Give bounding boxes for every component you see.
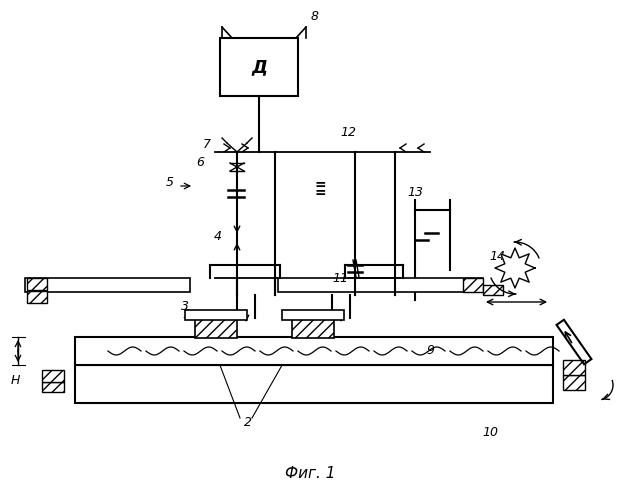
- Bar: [25, 278, 190, 292]
- Bar: [185, 310, 247, 320]
- Text: 9: 9: [426, 344, 434, 356]
- Bar: [463, 278, 483, 292]
- Text: Д: Д: [251, 58, 267, 76]
- Bar: [483, 285, 503, 295]
- Bar: [282, 310, 344, 320]
- Text: 4: 4: [214, 230, 222, 242]
- Text: 3: 3: [181, 300, 189, 314]
- Polygon shape: [495, 248, 535, 288]
- Bar: [42, 382, 64, 392]
- Bar: [220, 38, 298, 96]
- Text: A: A: [309, 314, 317, 328]
- Text: 6: 6: [196, 156, 204, 168]
- Bar: [27, 291, 47, 303]
- Bar: [292, 318, 334, 338]
- Bar: [563, 375, 585, 390]
- Text: 13: 13: [407, 186, 423, 198]
- Text: 14: 14: [489, 250, 505, 262]
- Text: 1: 1: [182, 308, 190, 320]
- Text: 7: 7: [203, 138, 211, 151]
- Text: 11: 11: [332, 272, 348, 284]
- Text: H: H: [11, 374, 20, 386]
- Bar: [195, 318, 237, 338]
- Bar: [27, 278, 47, 290]
- Bar: [278, 278, 483, 292]
- Text: =: =: [314, 178, 326, 192]
- Bar: [42, 370, 64, 382]
- Bar: [75, 337, 553, 365]
- Bar: [563, 360, 585, 375]
- Text: 8: 8: [311, 10, 319, 24]
- Text: Фиг. 1: Фиг. 1: [285, 466, 335, 481]
- Text: =: =: [314, 186, 326, 200]
- Text: 12: 12: [340, 126, 356, 140]
- Bar: [75, 365, 553, 403]
- Text: 2: 2: [244, 416, 252, 428]
- Text: 5: 5: [166, 176, 174, 190]
- Text: 10: 10: [482, 426, 498, 438]
